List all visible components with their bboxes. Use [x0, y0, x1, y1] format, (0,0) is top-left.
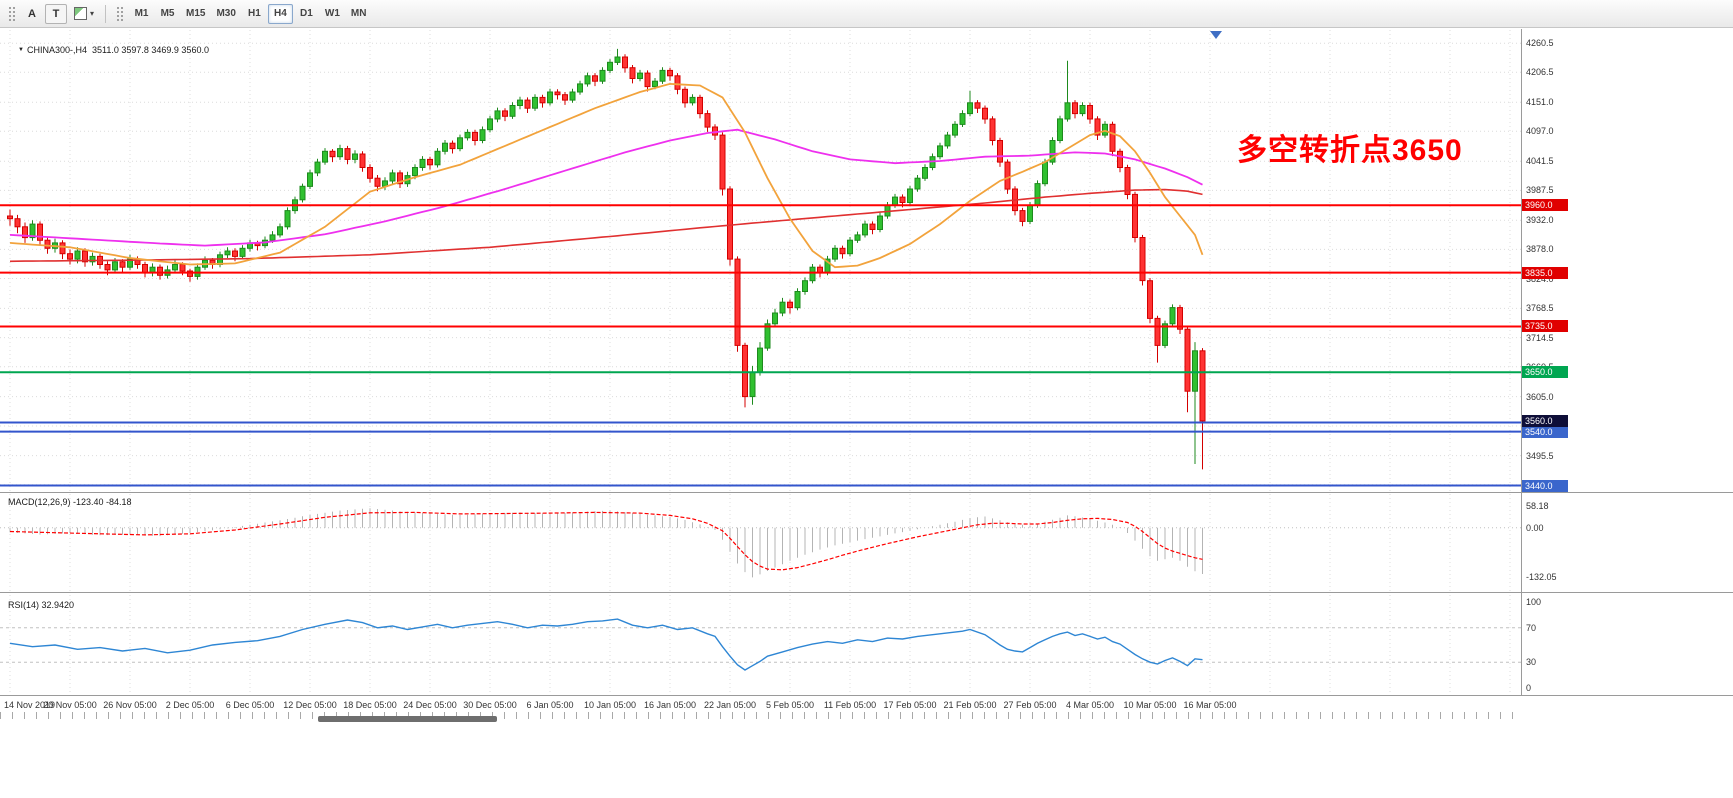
- timeframe-button-H1[interactable]: H1: [242, 4, 267, 24]
- text-tool-button[interactable]: T: [45, 3, 67, 24]
- time-axis-label: 22 Jan 05:00: [703, 700, 757, 710]
- chevron-down-icon: ▾: [90, 8, 95, 18]
- timeframe-button-D1[interactable]: D1: [294, 4, 319, 24]
- timeframe-button-W1[interactable]: W1: [320, 4, 345, 24]
- price-axis-label: 3932.0: [1526, 215, 1554, 226]
- time-axis-label: 4 Mar 05:00: [1065, 700, 1115, 710]
- time-axis-label: 10 Jan 05:00: [583, 700, 637, 710]
- symbol-name: CHINA300-,H4: [26, 45, 87, 55]
- rsi-pane-canvas[interactable]: [0, 595, 1521, 695]
- price-axis-label: 4097.0: [1526, 126, 1554, 137]
- price-axis-label: 3768.5: [1526, 303, 1554, 314]
- price-axis-label: 4151.0: [1526, 97, 1554, 108]
- price-axis-label: 3495.5: [1526, 450, 1554, 461]
- hline-price-tag: 3650.0: [1522, 366, 1568, 379]
- timeframe-grip[interactable]: [116, 5, 124, 22]
- price-axis-label: 3714.5: [1526, 332, 1554, 343]
- timeframe-button-H4[interactable]: H4: [267, 3, 293, 24]
- hline-price-tag: 3735.0: [1522, 320, 1568, 333]
- time-axis-label: 11 Feb 05:00: [823, 700, 877, 710]
- time-axis-label: 10 Mar 05:00: [1123, 700, 1177, 710]
- time-axis-label: 12 Dec 05:00: [283, 700, 337, 710]
- rsi-indicator-label: RSI(14) 32.9420: [8, 600, 75, 610]
- timeframe-button-M30[interactable]: M30: [211, 4, 240, 24]
- macd-axis-label: -132.05: [1526, 572, 1557, 583]
- time-axis-label: 30 Dec 05:00: [463, 700, 517, 710]
- time-axis-label: 6 Dec 05:00: [225, 700, 275, 710]
- time-axis-label: 6 Jan 05:00: [526, 700, 574, 710]
- time-tick-strip: [0, 712, 1521, 719]
- time-axis-label: 26 Nov 05:00: [103, 700, 157, 710]
- price-axis-label: 3987.5: [1526, 185, 1554, 196]
- pane-separator[interactable]: [0, 592, 1733, 593]
- macd-axis-label: 0.00: [1526, 522, 1544, 533]
- price-chart-canvas[interactable]: [0, 30, 1521, 492]
- font-tool-button[interactable]: A: [21, 4, 43, 24]
- time-axis-label: 16 Jan 05:00: [643, 700, 697, 710]
- price-axis-label: 4260.5: [1526, 38, 1554, 49]
- time-axis-label: 16 Mar 05:00: [1183, 700, 1237, 710]
- hline-price-tag: 3835.0: [1522, 266, 1568, 279]
- time-axis-label: 21 Feb 05:00: [943, 700, 997, 710]
- time-axis-label: 17 Feb 05:00: [883, 700, 937, 710]
- time-axis-label: 20 Nov 05:00: [43, 700, 97, 710]
- timeframe-group: M1 M5 M15 M30 H1 H4 D1 W1 MN: [129, 3, 372, 24]
- toolbar: A T ▾ M1 M5 M15 M30 H1 H4 D1 W1 MN: [0, 0, 1733, 28]
- time-axis-label: 5 Feb 05:00: [765, 700, 815, 710]
- annotation-text: 多空转折点3650: [1237, 134, 1463, 167]
- price-axis-label: 3605.0: [1526, 391, 1554, 402]
- timeframe-button-M1[interactable]: M1: [129, 4, 154, 24]
- macd-pane-canvas[interactable]: [0, 494, 1521, 592]
- horizontal-scrollbar-thumb[interactable]: [318, 716, 497, 722]
- ohlc-values: 3511.0 3597.8 3469.9 3560.0: [92, 45, 209, 55]
- macd-indicator-label: MACD(12,26,9) -123.40 -84.18: [8, 497, 132, 507]
- price-axis-label: 4206.5: [1526, 67, 1554, 78]
- time-axis-label: 24 Dec 05:00: [403, 700, 457, 710]
- pane-separator[interactable]: [0, 492, 1733, 493]
- hline-price-tag: 3540.0: [1522, 425, 1568, 438]
- rsi-axis-label: 0: [1526, 683, 1532, 694]
- current-price-tag: 3560.0: [1522, 414, 1568, 427]
- price-axis-label: 3878.0: [1526, 244, 1554, 255]
- toolbar-grip[interactable]: [8, 5, 15, 22]
- timeframe-button-M5[interactable]: M5: [155, 4, 180, 24]
- chart-window: ▼ CHINA300-,H4 3511.0 3597.8 3469.9 3560.…: [0, 29, 1733, 798]
- toolbar-separator: [105, 4, 107, 23]
- macd-axis-label: 58.18: [1526, 500, 1549, 511]
- rsi-axis-label: 30: [1526, 657, 1537, 668]
- rsi-axis-label: 70: [1526, 622, 1537, 633]
- time-axis-label: 18 Dec 05:00: [343, 700, 397, 710]
- hline-price-tag: 3440.0: [1522, 479, 1568, 492]
- symbol-marker-icon: ▼: [18, 47, 24, 53]
- chart-header: ▼ CHINA300-,H4 3511.0 3597.8 3469.9 3560.…: [8, 35, 209, 65]
- pane-separator[interactable]: [0, 695, 1733, 696]
- hline-price-tag: 3960.0: [1522, 199, 1568, 212]
- rsi-axis-label: 100: [1526, 596, 1542, 607]
- time-axis-label: 27 Feb 05:00: [1003, 700, 1057, 710]
- time-axis-label: 2 Dec 05:00: [165, 700, 215, 710]
- timeframe-button-MN[interactable]: MN: [346, 4, 372, 24]
- timeframe-button-M15[interactable]: M15: [181, 4, 210, 24]
- price-axis-border: [1521, 29, 1522, 695]
- cursor-tool-icon: [74, 7, 87, 20]
- cursor-tool-button[interactable]: ▾: [69, 3, 99, 25]
- scroll-end-icon[interactable]: [1210, 31, 1222, 39]
- price-axis-label: 4041.5: [1526, 156, 1554, 167]
- time-axis-label: 14 Nov 2019: [4, 700, 56, 710]
